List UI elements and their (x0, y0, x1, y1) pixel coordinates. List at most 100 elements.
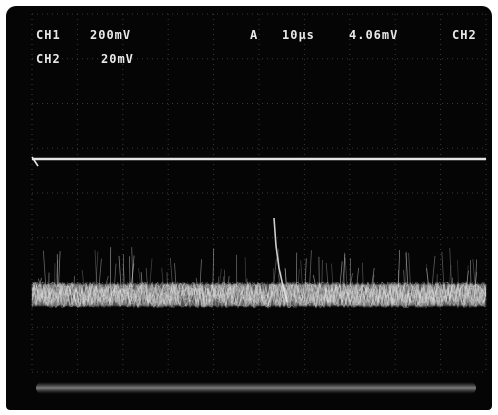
ch2-noise-wisp (475, 259, 477, 288)
graticule-grid (31, 13, 487, 373)
ch2-noise-wisp (169, 257, 173, 288)
ch2-noise-wisp (199, 259, 202, 288)
ch2-noise-wisp (467, 265, 469, 288)
ch2-noise-band (32, 284, 486, 306)
ch2-noise-wisp (451, 277, 453, 288)
ch2-scale: 20mV (101, 52, 134, 66)
ch2-noise-wisp (149, 258, 153, 288)
ch2-noise-wisp (217, 276, 220, 288)
ch2-noise-wisp (426, 268, 430, 288)
ch2-noise-wisp (405, 252, 409, 288)
ch2-noise-wisp (37, 278, 42, 288)
ch2-noise-path (31, 281, 487, 309)
ch2-noise-wisp (138, 267, 142, 288)
ch2-noise-wisp (325, 262, 329, 288)
oscilloscope-screen: CH1 200mV CH2 20mV A 10µs 4.06mV CH2 (6, 6, 492, 410)
ch2-noise-wisp (312, 274, 317, 288)
ch2-noise-wisp (403, 269, 405, 288)
ch2-noise-wisp (73, 275, 76, 288)
ch2-noise-wisp (244, 257, 247, 288)
ch2-noise-path (31, 280, 487, 308)
ch2-noise-wisp (342, 253, 346, 288)
ch2-noise-path (31, 280, 487, 309)
ch2-noise-wisp (398, 250, 400, 288)
ch2-noise-wisp (272, 268, 275, 288)
ch2-noise-path (31, 281, 487, 309)
ch2-noise-wisp (140, 272, 143, 288)
ch2-noise-wisp (227, 276, 230, 288)
ch2-noise-wisp (300, 260, 303, 288)
ch2-noise-wisp (426, 264, 429, 288)
ch2-noise-wisp (449, 264, 452, 288)
ch2-noise-path (31, 281, 487, 309)
ch2-noise-wisp (309, 250, 312, 288)
ch2-spike (273, 217, 288, 303)
ch2-noise-path (31, 281, 487, 309)
ch2-noise-wisp (131, 255, 135, 288)
ch2-noise-path (31, 281, 487, 309)
ch2-noise-wisp (94, 250, 98, 288)
ch2-noise-wisp (371, 268, 375, 288)
ch2-noise-wisp (284, 268, 287, 288)
ch2-noise-wisp (449, 247, 453, 288)
ch2-trace (31, 217, 487, 309)
ch2-noise-wisp (221, 276, 225, 288)
ch2-noise-wisp (95, 251, 99, 288)
ch2-noise-wisp (356, 267, 359, 288)
ch2-noise-wisp (344, 257, 348, 288)
ch2-noise-path (31, 281, 487, 309)
ch2-noise-wisp (408, 252, 411, 288)
ch2-noise-wisp (161, 267, 164, 288)
ch2-noise-wisp (474, 272, 478, 288)
scope-display (31, 13, 487, 394)
ch2-noise-wisp (218, 268, 222, 288)
ch2-noise-wisp (38, 277, 42, 288)
ch2-noise-wisp (472, 259, 476, 288)
ch1-trace-start-marker (31, 156, 39, 167)
ch2-noise-wisp (114, 263, 117, 288)
timebase: 10µs (282, 28, 315, 42)
ch2-noise-wisp (131, 247, 134, 288)
ch2-noise-wisp (129, 256, 131, 288)
ch1-label: CH1 (36, 28, 61, 42)
ch2-noise-path (31, 281, 487, 309)
ch2-noise-wisp (431, 255, 436, 288)
ch2-noise-wisp (339, 261, 343, 288)
ch2-noise-wisp (349, 273, 353, 288)
trigger-level: 4.06mV (349, 28, 399, 42)
ch2-noise-wisp (441, 251, 445, 288)
screen-bottom-glow (36, 382, 476, 394)
ch2-noise-wisp (457, 260, 459, 288)
trigger-source: CH2 (452, 28, 477, 42)
ch2-noise-path (31, 281, 487, 309)
ch2-label: CH2 (36, 52, 61, 66)
ch2-noise-wisp (277, 274, 282, 288)
ch2-noise-wisp (130, 263, 135, 288)
ch1-trace (31, 156, 486, 167)
ch1-scale: 200mV (90, 28, 132, 42)
ch2-noise-wisp (98, 258, 102, 288)
ch2-noise-wisp (331, 263, 334, 288)
ch2-noise-path (31, 281, 487, 309)
ch2-noise-path (31, 281, 487, 309)
trigger-mode: A (250, 28, 259, 42)
ch2-noise-path (31, 281, 487, 309)
ch2-noise-wisp (104, 275, 109, 288)
ch2-noise-wisp (321, 259, 323, 288)
ch2-noise-wisp (81, 269, 85, 288)
ch2-noise-wisp (212, 248, 215, 288)
ch2-noise-wisp (362, 262, 364, 288)
ch2-noise-wisp (122, 264, 126, 288)
ch2-noise-path (31, 280, 487, 308)
ch2-noise-wisp (304, 258, 307, 288)
ch2-noise-wisp (273, 258, 277, 288)
ch2-noise-wisp (470, 260, 472, 288)
ch2-noise-wisp (145, 268, 148, 288)
ch2-noise-wisp (118, 255, 122, 288)
ch2-noise-wisp (195, 277, 198, 288)
ch2-noise-wisp (372, 274, 375, 288)
ch2-noise-wisp (58, 251, 61, 288)
ch2-noise-wisp (297, 268, 300, 288)
ch2-noise-wisp (43, 250, 47, 288)
